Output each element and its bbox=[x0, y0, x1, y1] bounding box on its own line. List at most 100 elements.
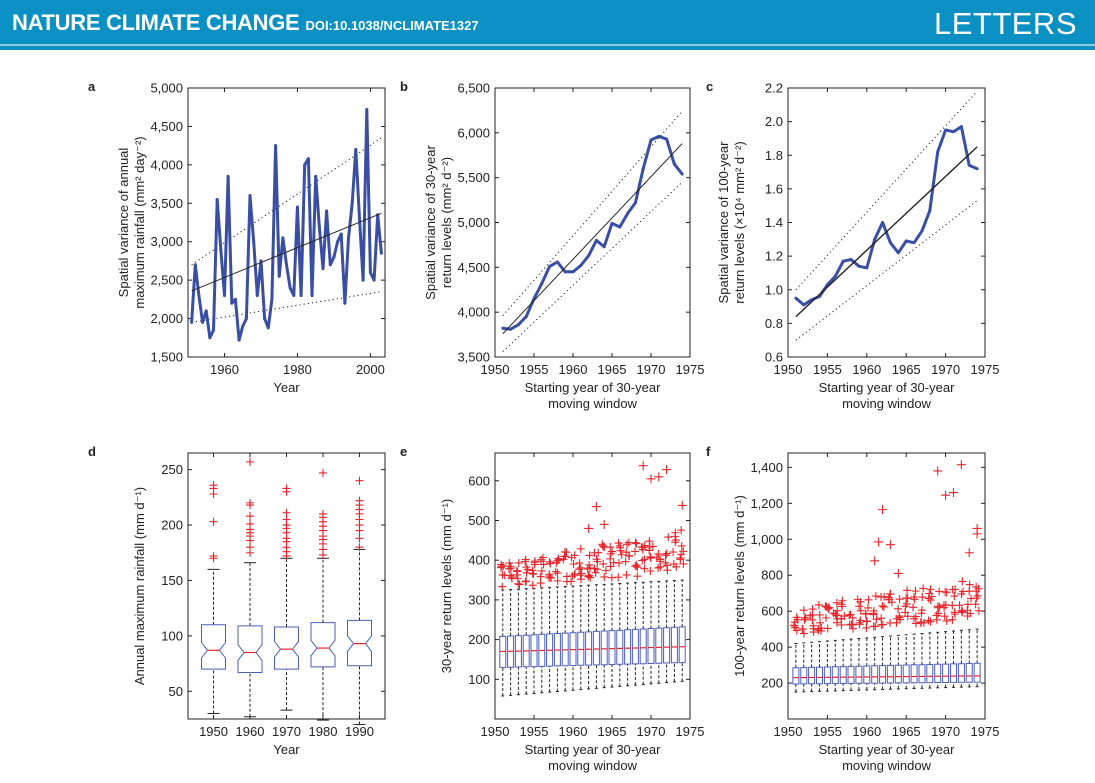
outlier-marker bbox=[798, 624, 807, 633]
outlier-marker bbox=[614, 539, 623, 548]
data-point bbox=[680, 172, 684, 176]
extreme-outlier-marker bbox=[878, 505, 888, 515]
outlier-marker bbox=[576, 563, 585, 572]
outlier-marker bbox=[497, 560, 506, 569]
x-tick-label: 1960 bbox=[559, 362, 588, 377]
outlier-marker bbox=[617, 550, 626, 559]
outlier-marker bbox=[505, 559, 514, 568]
box-1950 bbox=[201, 481, 226, 714]
data-point bbox=[285, 263, 288, 267]
outlier-marker bbox=[594, 548, 603, 557]
data-point bbox=[841, 259, 845, 263]
outlier-marker bbox=[538, 553, 547, 562]
outlier-marker bbox=[536, 557, 545, 566]
data-point bbox=[361, 278, 365, 282]
data-point bbox=[208, 336, 212, 340]
linear-fit-line bbox=[191, 212, 382, 292]
x-tick-label: 1950 bbox=[481, 362, 510, 377]
y-tick-label: 1,400 bbox=[750, 460, 783, 475]
outlier-marker bbox=[918, 593, 927, 602]
data-point bbox=[928, 209, 932, 213]
data-point bbox=[263, 317, 267, 321]
outlier-marker bbox=[972, 587, 981, 596]
outlier-marker bbox=[814, 600, 823, 609]
data-point bbox=[292, 294, 296, 298]
x-tick-label: 1970 bbox=[272, 724, 301, 739]
x-tick-label: 1960 bbox=[852, 724, 881, 739]
data-point bbox=[314, 174, 318, 178]
box-1954 bbox=[521, 555, 532, 695]
data-point bbox=[509, 327, 513, 331]
data-point bbox=[306, 157, 310, 161]
iqr-box bbox=[934, 663, 942, 683]
outlier-marker bbox=[537, 566, 546, 575]
y-tick-label: 250 bbox=[161, 462, 183, 477]
data-point bbox=[959, 125, 963, 129]
data-point bbox=[201, 320, 205, 324]
data-point bbox=[587, 254, 591, 258]
data-point bbox=[873, 237, 877, 241]
outlier-marker bbox=[824, 604, 833, 613]
data-point bbox=[579, 264, 583, 268]
outlier-marker bbox=[791, 623, 800, 632]
outlier-marker bbox=[661, 551, 670, 560]
outlier-marker bbox=[514, 558, 523, 567]
data-point bbox=[248, 194, 252, 198]
outlier-marker bbox=[856, 616, 865, 625]
iqr-box bbox=[631, 628, 639, 665]
plot-frame bbox=[787, 87, 986, 358]
outlier-marker bbox=[893, 614, 902, 623]
data-point bbox=[336, 240, 340, 244]
data-point bbox=[626, 212, 630, 216]
outlier-marker bbox=[545, 572, 554, 581]
x-tick-label: 1950 bbox=[774, 362, 803, 377]
y-tick-label: 200 bbox=[761, 676, 783, 691]
outlier-marker bbox=[622, 570, 631, 579]
journal-title: NATURE CLIMATE CHANGE DOI:10.1038/NCLIMAT… bbox=[12, 10, 479, 36]
outlier-marker bbox=[848, 624, 857, 633]
y-tick-label: 600 bbox=[468, 473, 490, 488]
x-axis-label: Starting year of 30-year bbox=[819, 380, 956, 395]
data-point bbox=[259, 259, 263, 263]
data-point bbox=[212, 328, 216, 332]
iqr-box bbox=[942, 663, 950, 683]
iqr-box bbox=[800, 667, 808, 685]
y-axis-label: Annual maximum rainfall (mm d⁻¹) bbox=[132, 487, 147, 685]
outlier-marker bbox=[631, 562, 640, 571]
data-point bbox=[343, 301, 347, 305]
iqr-box bbox=[926, 664, 934, 684]
y-tick-label: 0.8 bbox=[765, 316, 783, 331]
box-1963 bbox=[884, 589, 896, 690]
extreme-outlier-marker bbox=[972, 529, 982, 539]
outlier-marker bbox=[646, 566, 655, 575]
outlier-marker bbox=[855, 620, 864, 629]
outlier-marker bbox=[355, 543, 364, 552]
iqr-box bbox=[863, 665, 871, 684]
outlier-marker bbox=[799, 629, 808, 638]
data-point bbox=[295, 205, 299, 209]
data-point bbox=[237, 338, 241, 342]
outlier-marker bbox=[513, 574, 522, 583]
y-tick-label: 600 bbox=[761, 604, 783, 619]
upper-bound-line bbox=[502, 110, 683, 317]
outlier-marker bbox=[614, 573, 623, 582]
box-1959 bbox=[559, 547, 572, 692]
data-point bbox=[317, 224, 321, 228]
data-point bbox=[633, 201, 637, 205]
data-point bbox=[219, 247, 223, 251]
extreme-outlier-marker bbox=[662, 465, 672, 475]
iqr-box bbox=[792, 667, 800, 685]
data-point bbox=[975, 167, 979, 171]
outlier-marker bbox=[640, 541, 649, 550]
extreme-outlier-marker bbox=[599, 519, 609, 529]
iqr-box bbox=[310, 622, 336, 668]
outlier-marker bbox=[608, 547, 617, 556]
outlier-marker bbox=[562, 548, 571, 557]
data-point bbox=[672, 162, 676, 166]
outlier-marker bbox=[631, 547, 640, 556]
data-point bbox=[190, 320, 194, 324]
outlier-marker bbox=[677, 541, 686, 550]
linear-fit-line bbox=[795, 146, 978, 318]
data-point bbox=[288, 286, 292, 290]
outlier-marker bbox=[662, 549, 671, 558]
